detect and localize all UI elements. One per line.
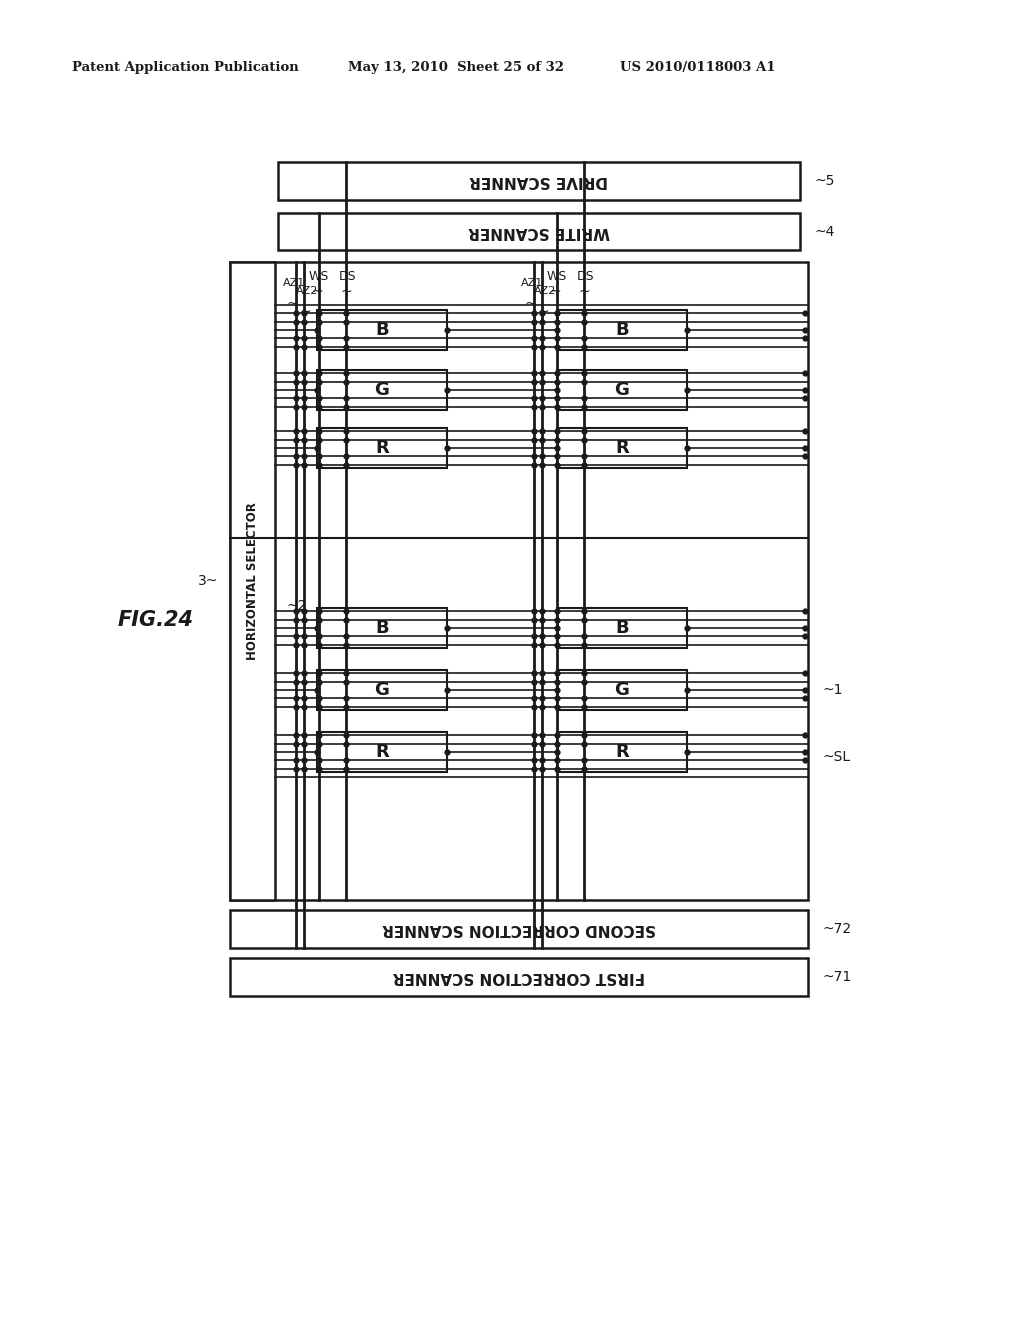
Bar [317, 733, 447, 772]
Text: DS: DS [578, 271, 595, 282]
Text: WRITE SCANNER: WRITE SCANNER [468, 224, 610, 239]
Bar [278, 213, 800, 249]
Text: ~: ~ [524, 297, 536, 312]
Text: R: R [375, 440, 389, 457]
Text: AZ1: AZ1 [521, 279, 543, 288]
Text: Patent Application Publication: Patent Application Publication [72, 62, 299, 74]
Bar [278, 162, 800, 201]
Text: ~: ~ [340, 285, 352, 300]
Text: ~: ~ [299, 305, 311, 319]
Text: ~: ~ [286, 297, 298, 312]
Text: ~71: ~71 [823, 970, 852, 983]
Text: ~1: ~1 [823, 682, 844, 697]
Bar [230, 958, 808, 997]
Text: R: R [375, 743, 389, 762]
Text: R: R [615, 743, 629, 762]
Bar [230, 261, 275, 900]
Text: AZ2: AZ2 [296, 286, 318, 296]
Text: WS: WS [309, 271, 329, 282]
Bar [557, 733, 687, 772]
Text: ~: ~ [579, 285, 590, 300]
Text: G: G [375, 381, 389, 399]
Bar [557, 310, 687, 350]
Bar [557, 370, 687, 411]
Text: US 2010/0118003 A1: US 2010/0118003 A1 [620, 62, 775, 74]
Text: B: B [615, 321, 629, 339]
Bar [230, 261, 808, 900]
Text: ~: ~ [549, 285, 561, 300]
Text: ~5: ~5 [815, 174, 836, 187]
Text: B: B [375, 321, 389, 339]
Text: AZ2: AZ2 [534, 286, 556, 296]
Text: ~4: ~4 [815, 224, 836, 239]
Text: G: G [614, 381, 630, 399]
Text: DRIVE SCANNER: DRIVE SCANNER [470, 173, 608, 189]
Text: FIG.24: FIG.24 [118, 610, 194, 630]
Text: 3~: 3~ [198, 574, 218, 587]
Text: FIRST CORRECTION SCANNER: FIRST CORRECTION SCANNER [393, 969, 645, 985]
Text: B: B [615, 619, 629, 638]
Text: ~: ~ [538, 305, 549, 319]
Bar [317, 370, 447, 411]
Text: R: R [615, 440, 629, 457]
Text: WS: WS [547, 271, 567, 282]
Text: G: G [375, 681, 389, 700]
Bar [317, 310, 447, 350]
Text: May 13, 2010  Sheet 25 of 32: May 13, 2010 Sheet 25 of 32 [348, 62, 564, 74]
Bar [317, 671, 447, 710]
Text: ~SL: ~SL [823, 750, 851, 764]
Bar [557, 428, 687, 469]
Bar [557, 671, 687, 710]
Text: G: G [614, 681, 630, 700]
Text: ~2: ~2 [287, 599, 307, 612]
Text: HORIZONTAL SELECTOR: HORIZONTAL SELECTOR [246, 502, 259, 660]
Bar [317, 609, 447, 648]
Text: AZ1: AZ1 [283, 279, 305, 288]
Bar [557, 609, 687, 648]
Bar [317, 428, 447, 469]
Text: DS: DS [339, 271, 356, 282]
Text: SECOND CORRECTION SCANNER: SECOND CORRECTION SCANNER [382, 921, 656, 936]
Text: ~: ~ [311, 285, 323, 300]
Text: B: B [375, 619, 389, 638]
Bar [230, 909, 808, 948]
Text: ~72: ~72 [823, 921, 852, 936]
